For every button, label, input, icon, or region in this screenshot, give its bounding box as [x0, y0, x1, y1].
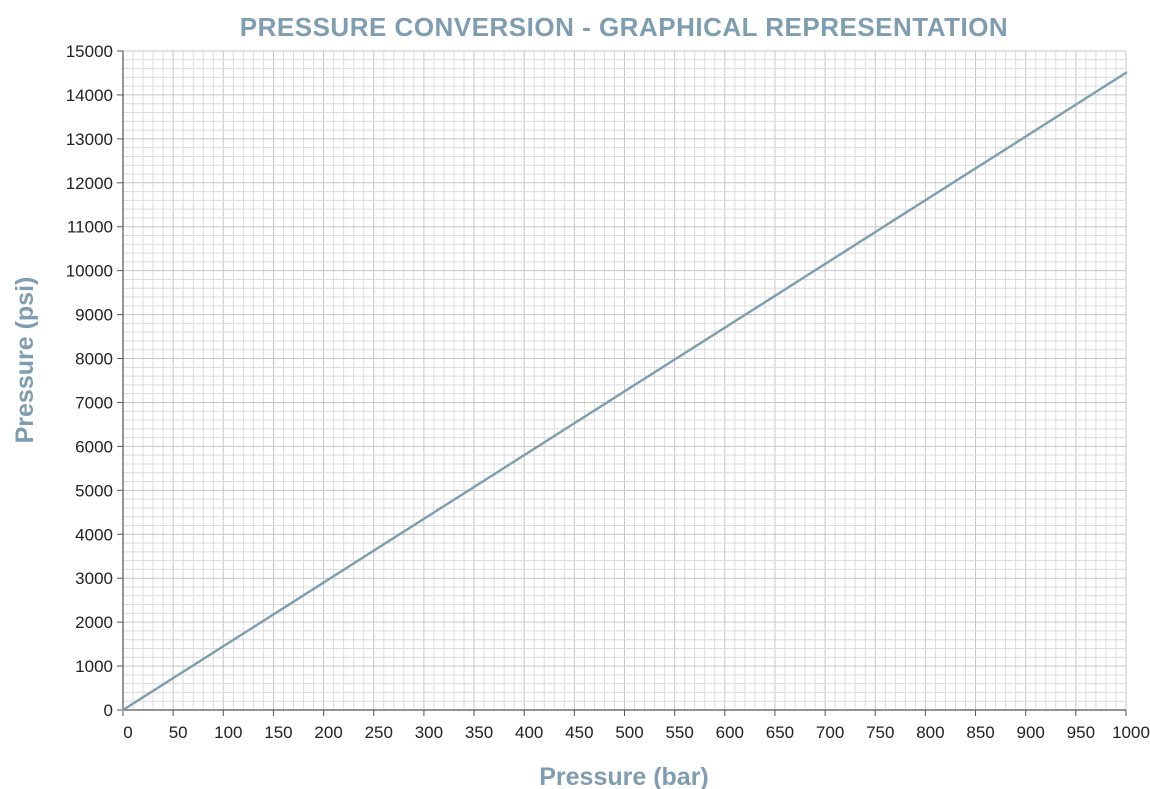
x-tick-label: 200	[314, 723, 342, 742]
y-tick-label: 9000	[75, 306, 113, 325]
y-tick-label: 6000	[75, 437, 113, 456]
x-tick-label: 400	[515, 723, 543, 742]
x-tick-label: 900	[1017, 723, 1045, 742]
y-axis-label: Pressure (psi)	[11, 277, 39, 444]
x-tick-label: 250	[365, 723, 393, 742]
x-tick-label: 950	[1067, 723, 1095, 742]
y-tick-label: 11000	[67, 218, 113, 237]
x-axis-label: Pressure (bar)	[539, 763, 709, 789]
y-tick-label: 8000	[75, 350, 113, 369]
y-axis-tick-labels: 0 1000 2000 3000 4000 5000 6000 7000 8000 9000 100…	[66, 42, 123, 720]
x-tick-label: 800	[916, 723, 944, 742]
y-tick-label: 5000	[75, 481, 113, 500]
y-tick-label: 10000	[66, 262, 113, 281]
x-tick-label: 550	[665, 723, 693, 742]
y-tick-label: 14000	[66, 86, 113, 105]
y-tick-label: 0	[104, 701, 113, 720]
y-tick-label: 4000	[75, 525, 113, 544]
x-tick-label: 0	[123, 723, 132, 742]
x-tick-label: 350	[465, 723, 493, 742]
y-tick-label: 1000	[75, 657, 113, 676]
y-tick-label: 2000	[75, 613, 113, 632]
x-tick-label: 50	[169, 723, 188, 742]
y-tick-label: 13000	[66, 130, 113, 149]
x-tick-label: 750	[866, 723, 894, 742]
x-tick-label: 600	[716, 723, 744, 742]
x-tick-label: 300	[415, 723, 443, 742]
x-tick-label: 150	[264, 723, 292, 742]
x-tick-label: 100	[214, 723, 242, 742]
x-tick-label: 450	[565, 723, 593, 742]
series-line-bar-to-psi	[121, 71, 1128, 712]
x-tick-label: 700	[816, 723, 844, 742]
x-tick-label: 1000	[1112, 723, 1150, 742]
chart-title: PRESSURE CONVERSION - GRAPHICAL REPRESEN…	[240, 12, 1008, 42]
x-tick-label: 500	[615, 723, 643, 742]
x-tick-label: 650	[766, 723, 794, 742]
y-tick-label: 3000	[75, 569, 113, 588]
y-tick-label: 15000	[66, 42, 113, 61]
x-tick-label: 850	[966, 723, 994, 742]
grid	[122, 50, 1127, 711]
y-tick-label: 12000	[66, 174, 113, 193]
y-tick-label: 7000	[75, 393, 113, 412]
series-layer	[121, 71, 1128, 712]
x-axis-tick-labels: 0 50 100 150 200 250 300 350 400 450 500 550 600 650 7…	[122, 710, 1150, 742]
